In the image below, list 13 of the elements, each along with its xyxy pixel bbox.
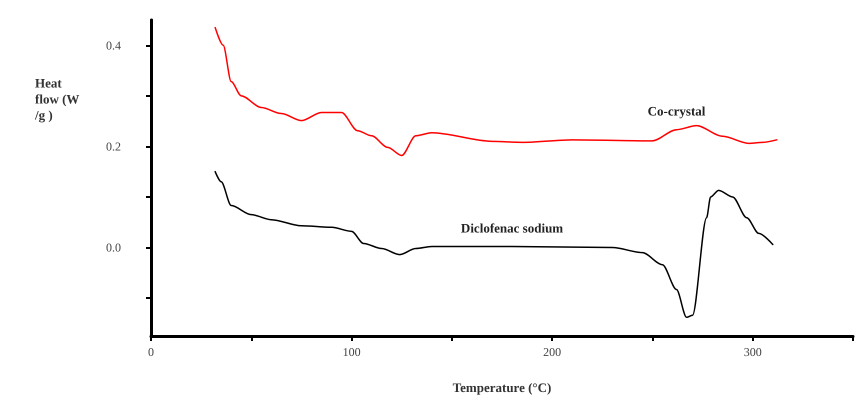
line-series [214,26,778,156]
x-tick-label: 100 [342,345,361,359]
y-tick-label: 0.2 [106,139,121,154]
y-tick-label: 0.0 [106,240,121,255]
x-tick-label: 300 [744,345,762,359]
line-series [214,170,774,318]
y-tick-label: 0.4 [106,38,121,52]
series-label: Diclofenac sodium [460,220,564,236]
x-tick-label: 200 [543,345,562,359]
y-axis-title: Heat flow (W/g ) [34,76,80,122]
series-label: Co-crystal [648,104,706,119]
x-axis-title: Temperature (°C) [452,380,552,395]
x-tick-label: 0 [148,345,154,359]
